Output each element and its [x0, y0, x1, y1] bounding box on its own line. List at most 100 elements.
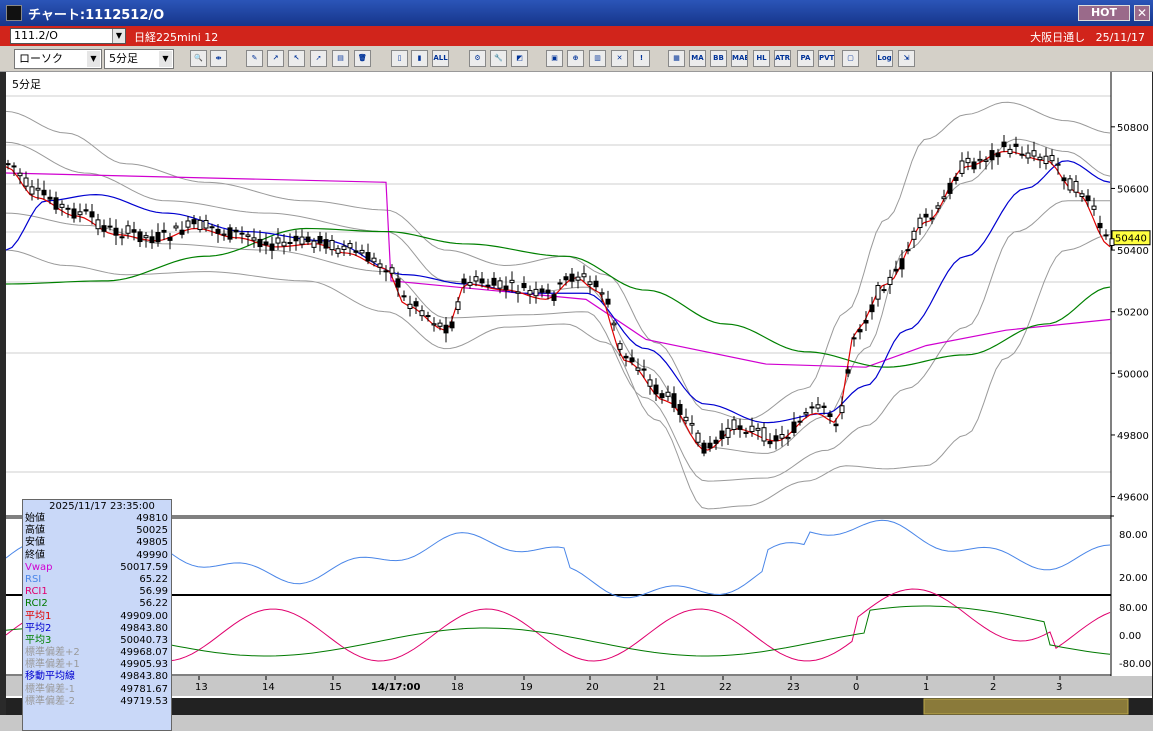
box-button[interactable]: ▢ [842, 50, 859, 67]
date-label: 25/11/17 [1095, 31, 1145, 44]
candle-body [1019, 153, 1025, 156]
candle-body [113, 227, 119, 236]
candle-body [677, 404, 683, 415]
candle-body [317, 236, 323, 244]
symbol-code: 111.2/O [14, 29, 58, 42]
candle-body [101, 225, 107, 232]
blank-button[interactable]: ! [633, 50, 650, 67]
candle-body [755, 427, 761, 431]
trash-button[interactable]: 🗑 [354, 50, 371, 67]
candle-body [665, 391, 671, 397]
info-row: 高値 50025 [23, 525, 171, 537]
log-button[interactable]: Log [876, 50, 893, 67]
mae-button[interactable]: MAE [731, 50, 748, 67]
period-select[interactable]: 5分足 ▼ [104, 49, 174, 69]
chevron-down-icon[interactable]: ▼ [159, 51, 172, 67]
info-row: RCI1 56.99 [23, 586, 171, 598]
par-button[interactable]: PA [797, 50, 814, 67]
candle-body [305, 236, 311, 243]
close-icon[interactable]: ✕ [1134, 5, 1150, 21]
bar-button[interactable]: ▥ [589, 50, 606, 67]
cross-button[interactable]: ✕ [611, 50, 628, 67]
candle-body [959, 160, 965, 174]
zoom-button[interactable]: 🔍 [190, 50, 207, 67]
candle-body [629, 357, 635, 363]
info-label: 平均3 [25, 634, 52, 646]
candle2-button[interactable]: ▮ [411, 50, 428, 67]
bb-button[interactable]: BB [710, 50, 727, 67]
candle-body [263, 241, 269, 246]
chevron-down-icon[interactable]: ▼ [112, 29, 125, 43]
note-button[interactable]: ▤ [332, 50, 349, 67]
info-label: 標準偏差-1 [25, 683, 75, 695]
rci1-line [5, 588, 1111, 662]
trend-button[interactable]: ↗ [267, 50, 284, 67]
time-axis-bg [6, 676, 1152, 696]
candle-body [5, 163, 11, 166]
arrow-button[interactable]: ➚ [310, 50, 327, 67]
export-button[interactable]: ⇲ [898, 50, 915, 67]
candle-body [587, 281, 593, 285]
candle-body [35, 187, 41, 191]
candle-body [281, 241, 287, 247]
info-panel: 2025/11/17 23:35:00 始値 49810 高値 50025 安値 4980… [22, 499, 172, 731]
candle-body [221, 233, 227, 236]
cursor-button[interactable]: ↖ [288, 50, 305, 67]
candle-body [65, 207, 71, 210]
pvt-button[interactable]: PVT [818, 50, 835, 67]
candle-body [785, 436, 791, 440]
info-value: 49909.00 [120, 610, 168, 622]
chart-area[interactable]: 5分足 50800 50600 50400 50200 50000 49800 49600 50… [0, 72, 1153, 731]
rci2-line [5, 605, 1111, 657]
find-button[interactable]: ⊕ [567, 50, 584, 67]
tool-button[interactable]: ⚙ [469, 50, 486, 67]
candle-body [671, 393, 677, 408]
candle-body [545, 289, 551, 294]
candle-body [473, 276, 479, 282]
candle-body [713, 439, 719, 444]
candle-body [833, 423, 839, 427]
ma-button[interactable]: MA [689, 50, 706, 67]
candle-body [989, 150, 995, 161]
pen-button[interactable]: ✎ [246, 50, 263, 67]
candle-body [569, 273, 575, 282]
hot-button[interactable]: HOT [1078, 5, 1130, 21]
time-label: 3 [1056, 682, 1062, 693]
candle-body [1031, 150, 1037, 157]
candle-body [731, 419, 737, 431]
candle-body [365, 252, 371, 262]
candle-body [293, 235, 299, 242]
hl-button[interactable]: HL [753, 50, 770, 67]
chart-type-select[interactable]: ローソク ▼ [14, 49, 102, 69]
candle-body [1007, 148, 1013, 155]
candle-body [581, 273, 587, 278]
candle-body [71, 208, 77, 219]
chart-svg: 5分足 50800 50600 50400 50200 50000 49800 49600 50… [5, 72, 1152, 715]
candle-body [299, 236, 305, 245]
candle-body [203, 220, 209, 229]
wrench-button[interactable]: 🔧 [490, 50, 507, 67]
candle-body [1085, 195, 1091, 202]
symbol-code-field[interactable]: 111.2/O ▼ [10, 28, 126, 44]
atr-button[interactable]: ATR [774, 50, 791, 67]
info-label: 標準偏差-2 [25, 695, 75, 707]
volume-button[interactable]: ▦ [668, 50, 685, 67]
palette-button[interactable]: ◩ [511, 50, 528, 67]
candle-body [623, 355, 629, 359]
candle-body [707, 442, 713, 449]
info-label: 標準偏差+1 [25, 659, 80, 671]
rci-axis-label: -80.00 [1119, 659, 1151, 670]
symbol-bar: 111.2/O ▼ 日経225mini 12 大阪日通し 25/11/17 [0, 26, 1153, 46]
info-row: 標準偏差+1 49905.93 [23, 659, 171, 671]
rsi-line [5, 519, 1111, 599]
scale-button[interactable]: ⇹ [210, 50, 227, 67]
cart-button[interactable]: ▣ [546, 50, 563, 67]
info-value: 50040.73 [120, 634, 168, 646]
candle-button[interactable]: ▯ [391, 50, 408, 67]
info-label: RCI1 [25, 586, 48, 598]
candle-body [947, 182, 953, 194]
info-datetime: 2025/11/17 23:35:00 [49, 501, 155, 512]
all-button[interactable]: ALL [432, 50, 449, 67]
chevron-down-icon[interactable]: ▼ [87, 51, 100, 67]
candle-body [911, 230, 917, 240]
